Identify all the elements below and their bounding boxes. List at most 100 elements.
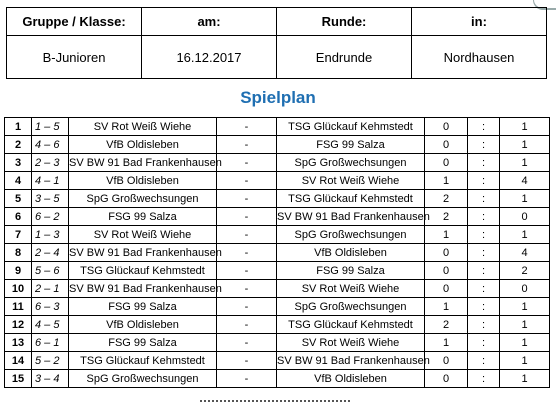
away-team: SV BW 91 Bad Frankenhausen (276, 207, 430, 226)
match-number: 12 (4, 315, 32, 334)
match-pairing: 1 – 5 (31, 117, 69, 136)
match-number: 5 (4, 189, 32, 208)
separator: - (216, 153, 277, 172)
away-score: 1 (499, 333, 550, 352)
away-score: 2 (499, 261, 550, 280)
home-team: TSG Glückauf Kehmstedt (68, 351, 217, 370)
score-colon: : (467, 333, 500, 352)
match-number: 14 (4, 351, 32, 370)
separator: - (216, 333, 277, 352)
match-pairing: 3 – 5 (31, 189, 69, 208)
home-score: 2 (424, 207, 468, 226)
datum-value: 16.12.2017 (141, 35, 277, 79)
match-number: 4 (4, 171, 32, 190)
home-score: 0 (424, 117, 468, 136)
away-score: 1 (499, 225, 550, 244)
away-team: SpG Großwechsungen (276, 225, 425, 244)
separator: - (216, 351, 277, 370)
home-score: 1 (424, 297, 468, 316)
match-number: 7 (4, 225, 32, 244)
match-pairing: 4 – 6 (31, 135, 69, 154)
home-score: 0 (424, 153, 468, 172)
score-colon: : (467, 279, 500, 298)
separator: - (216, 207, 277, 226)
match-number: 10 (4, 279, 32, 298)
match-row: 12 4 – 5 VfB Oldisleben - TSG Glückauf Kehms… (4, 315, 550, 334)
separator: - (216, 261, 277, 280)
match-pairing: 2 – 1 (31, 279, 69, 298)
info-header-row: Gruppe / Klasse: am: Runde: in: (6, 7, 547, 36)
separator: - (216, 315, 277, 334)
home-team: VfB Oldisleben (68, 315, 217, 334)
away-team: FSG 99 Salza (276, 261, 425, 280)
score-colon: : (467, 315, 500, 334)
footer-fragment (200, 398, 350, 403)
home-team: FSG 99 Salza (68, 207, 217, 226)
separator: - (216, 189, 277, 208)
match-number: 6 (4, 207, 32, 226)
page-title: Spielplan (240, 88, 316, 107)
home-score: 0 (424, 261, 468, 280)
score-colon: : (467, 207, 500, 226)
away-score: 0 (499, 279, 550, 298)
home-team: TSG Glückauf Kehmstedt (68, 261, 217, 280)
away-score: 1 (499, 117, 550, 136)
home-score: 0 (424, 279, 468, 298)
away-team: TSG Glückauf Kehmstedt (276, 315, 425, 334)
runde-value: Endrunde (276, 35, 412, 79)
home-score: 2 (424, 315, 468, 334)
away-score: 1 (499, 189, 550, 208)
score-colon: : (467, 189, 500, 208)
home-team: SV Rot Weiß Wiehe (68, 117, 217, 136)
away-score: 1 (499, 351, 550, 370)
away-team: SpG Großwechsungen (276, 153, 425, 172)
match-pairing: 4 – 5 (31, 315, 69, 334)
match-pairing: 6 – 3 (31, 297, 69, 316)
away-score: 4 (499, 171, 550, 190)
home-score: 1 (424, 225, 468, 244)
separator: - (216, 225, 277, 244)
match-pairing: 5 – 2 (31, 351, 69, 370)
home-team: VfB Oldisleben (68, 135, 217, 154)
away-team: TSG Glückauf Kehmstedt (276, 189, 425, 208)
away-team: SV Rot Weiß Wiehe (276, 171, 425, 190)
away-team: SV Rot Weiß Wiehe (276, 333, 425, 352)
separator: - (216, 171, 277, 190)
home-team: VfB Oldisleben (68, 171, 217, 190)
info-table: Gruppe / Klasse: am: Runde: in: B-Junior… (6, 7, 547, 79)
away-team: SV BW 91 Bad Frankenhausen (276, 351, 430, 370)
match-number: 9 (4, 261, 32, 280)
match-pairing: 2 – 4 (31, 243, 69, 262)
home-team: SV BW 91 Bad Frankenhausen (68, 153, 222, 172)
match-number: 11 (4, 297, 32, 316)
away-team: FSG 99 Salza (276, 135, 425, 154)
match-number: 13 (4, 333, 32, 352)
col-ort-header: in: (411, 7, 547, 36)
away-team: SpG Großwechsungen (276, 297, 425, 316)
match-pairing: 3 – 4 (31, 369, 69, 388)
separator: - (216, 243, 277, 262)
away-score: 1 (499, 369, 550, 388)
match-row: 14 5 – 2 TSG Glückauf Kehmstedt - SV BW 91 B… (4, 351, 550, 370)
score-colon: : (467, 153, 500, 172)
home-score: 0 (424, 351, 468, 370)
info-value-row: B-Junioren 16.12.2017 Endrunde Nordhause… (6, 35, 547, 79)
match-row: 15 3 – 4 SpG Großwechsungen - VfB Oldisleben… (4, 369, 550, 388)
match-number: 15 (4, 369, 32, 388)
away-score: 1 (499, 153, 550, 172)
match-number: 3 (4, 153, 32, 172)
ort-value: Nordhausen (411, 35, 547, 79)
match-row: 10 2 – 1 SV BW 91 Bad Frankenhausen - SV Rot… (4, 279, 550, 298)
home-score: 1 (424, 333, 468, 352)
home-team: SV BW 91 Bad Frankenhausen (68, 279, 222, 298)
col-gruppe-header: Gruppe / Klasse: (6, 7, 142, 36)
separator: - (216, 279, 277, 298)
home-team: SpG Großwechsungen (68, 189, 217, 208)
home-score: 0 (424, 369, 468, 388)
away-team: VfB Oldisleben (276, 369, 425, 388)
